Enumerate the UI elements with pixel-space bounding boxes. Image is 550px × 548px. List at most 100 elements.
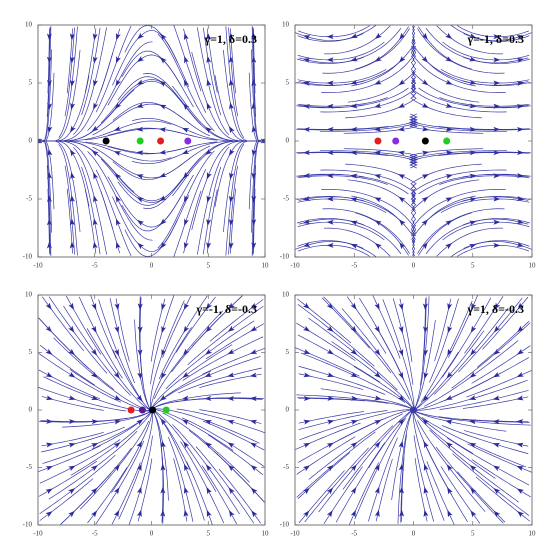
streamline (38, 317, 115, 390)
arrowhead (302, 302, 310, 310)
streamline (196, 146, 230, 255)
arrowhead (421, 102, 429, 108)
arrowhead (137, 303, 143, 311)
arrowhead (93, 102, 99, 110)
arrowhead (205, 441, 213, 449)
streamline (450, 25, 530, 42)
streamline (412, 195, 476, 256)
arrowhead (46, 418, 54, 424)
arrowhead (516, 395, 524, 401)
arrowhead (422, 150, 430, 156)
arrowhead (302, 487, 310, 495)
arrowhead (90, 371, 98, 379)
fixed-point (149, 406, 157, 414)
arrowhead (516, 173, 525, 178)
arrowhead (136, 486, 142, 495)
streamline (335, 442, 386, 523)
arrowhead (183, 241, 189, 250)
arrowhead (46, 33, 52, 41)
arrowhead (350, 173, 358, 179)
fixed-point (443, 137, 451, 145)
arrowhead (69, 418, 77, 424)
streamline (436, 227, 504, 257)
arrowhead (115, 33, 121, 41)
streamline (462, 151, 529, 154)
arrowhead (93, 79, 98, 87)
arrowhead (303, 35, 311, 40)
arrowhead (493, 196, 501, 202)
streamline (417, 28, 505, 74)
arrowhead (303, 372, 311, 378)
arrowhead (302, 325, 311, 332)
streamline (458, 297, 523, 373)
arrowhead (447, 348, 453, 357)
streamline (39, 439, 121, 484)
streamline (444, 357, 530, 402)
arrowhead (517, 127, 525, 132)
arrowhead (516, 219, 525, 224)
y-tick-label: 10 (25, 291, 33, 299)
arrowhead (398, 196, 406, 203)
streamline (60, 447, 132, 525)
streamline (213, 450, 265, 503)
arrowhead (227, 348, 235, 355)
streamline (422, 439, 468, 523)
arrowhead (47, 148, 53, 156)
arrowhead (397, 126, 405, 132)
streamline (451, 322, 531, 389)
arrowhead (137, 32, 145, 40)
arrowhead (516, 465, 524, 471)
streamline (173, 169, 207, 257)
arrowhead (421, 196, 429, 203)
streamline (456, 245, 529, 257)
streamline (73, 146, 107, 255)
arrowhead (399, 242, 406, 250)
streamline (183, 190, 202, 254)
arrowhead (69, 241, 75, 249)
streamline (441, 297, 492, 378)
streamline (298, 245, 371, 257)
streamline (347, 39, 415, 103)
arrowhead (204, 420, 212, 425)
arrowhead (92, 56, 98, 64)
arrowhead (114, 419, 122, 425)
arrowhead (516, 371, 524, 378)
arrowhead (493, 242, 501, 248)
y-tick-label: -5 (283, 463, 289, 471)
streamline (202, 347, 265, 375)
arrowhead (136, 150, 144, 156)
arrowhead (184, 463, 190, 472)
y-tick-label: 5 (286, 79, 290, 87)
arrowhead (228, 487, 235, 495)
streamline (158, 295, 208, 380)
arrowhead (206, 102, 212, 110)
y-tick-label: 0 (29, 137, 33, 145)
fixed-point (102, 137, 110, 145)
arrowhead (493, 150, 501, 156)
arrowhead (250, 325, 258, 332)
arrowhead (161, 302, 167, 311)
arrowhead (468, 395, 477, 401)
arrowhead (373, 126, 382, 132)
streamline (100, 158, 186, 203)
arrowhead (113, 464, 120, 472)
arrowhead (137, 326, 143, 334)
arrowhead (516, 488, 525, 495)
streamline (297, 240, 377, 257)
x-tick-label: 0 (150, 262, 154, 270)
arrowhead (206, 486, 212, 495)
arrowhead (374, 302, 380, 311)
x-tick-label: -10 (33, 262, 43, 270)
arrowhead (228, 148, 235, 157)
streamline (476, 320, 530, 368)
arrowhead (398, 440, 404, 448)
arrowhead (206, 242, 212, 250)
streamline (326, 407, 418, 448)
arrowhead (160, 418, 167, 426)
streamline (202, 166, 222, 255)
arrowhead (350, 371, 358, 378)
streamline (173, 25, 207, 113)
streams (295, 25, 532, 257)
streamline (323, 25, 391, 55)
arrowhead (228, 302, 235, 310)
